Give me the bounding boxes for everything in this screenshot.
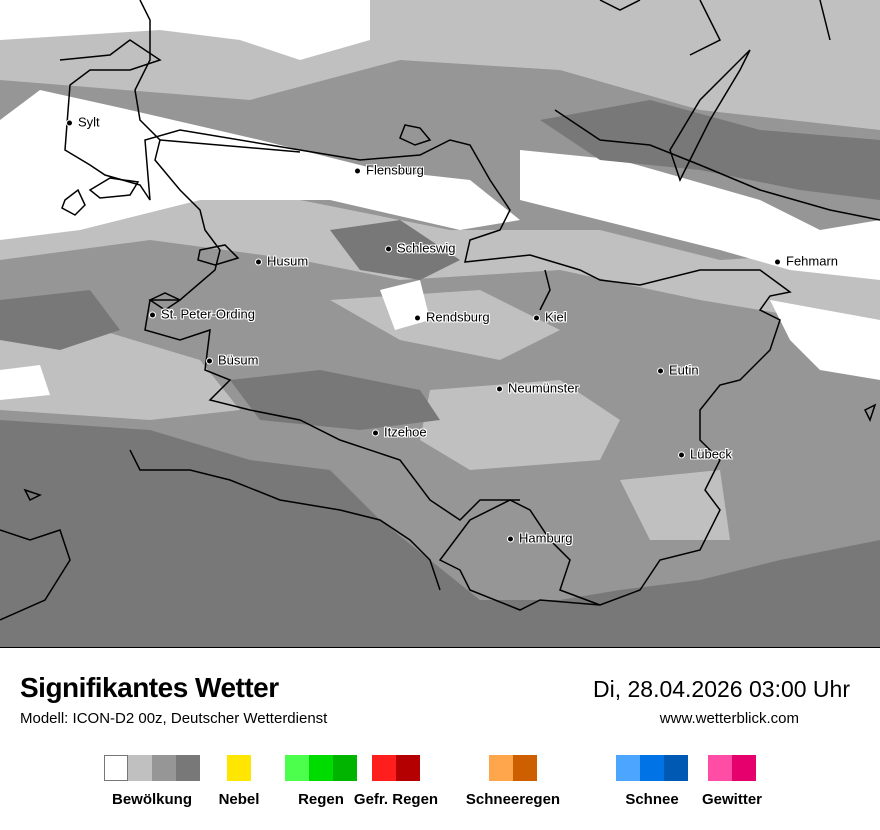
- legend-swatches-nebel: [227, 755, 251, 781]
- legend-label: Gefr. Regen: [353, 791, 439, 808]
- city-label: Flensburg: [355, 162, 424, 178]
- city-label: Husum: [256, 253, 309, 269]
- forecast-datetime: Di, 28.04.2026 03:00 Uhr: [592, 676, 850, 702]
- city-dot-icon: [679, 452, 684, 458]
- legend-swatch: [640, 755, 664, 781]
- city-dot-icon: [658, 368, 663, 374]
- city-dot-icon: [355, 168, 360, 174]
- legend-swatches-bew-lkung: [104, 755, 200, 781]
- legend-swatch: [664, 755, 688, 781]
- cloud-layer-clear: [0, 0, 880, 400]
- legend-label: Schneeregen: [465, 791, 561, 808]
- city-name: Sylt: [78, 114, 100, 130]
- legend-swatch: [176, 755, 200, 781]
- legend-swatch: [227, 755, 251, 781]
- city-dot-icon: [150, 312, 155, 318]
- city-label: Sylt: [67, 114, 100, 130]
- legend-swatch: [372, 755, 396, 781]
- city-dot-icon: [207, 358, 212, 364]
- city-label: Schleswig: [386, 240, 456, 256]
- city-label: Neumünster: [497, 380, 579, 396]
- city-dot-icon: [386, 246, 391, 252]
- city-label: Eutin: [658, 362, 699, 378]
- page-title: Signifikantes Wetter: [20, 672, 279, 703]
- city-name: Kiel: [545, 309, 567, 325]
- legend-swatches-gewitter: [708, 755, 756, 781]
- city-name: St. Peter-Ording: [161, 306, 255, 322]
- legend-swatch: [285, 755, 309, 781]
- city-label: Hamburg: [508, 530, 573, 546]
- legend-swatch: [489, 755, 513, 781]
- city-dot-icon: [508, 536, 513, 542]
- city-name: Eutin: [669, 362, 699, 378]
- city-label: St. Peter-Ording: [150, 306, 255, 322]
- legend-swatch: [513, 755, 537, 781]
- city-name: Hamburg: [519, 530, 573, 546]
- model-info: Modell: ICON-D2 00z, Deutscher Wetterdie…: [20, 710, 328, 727]
- city-name: Büsum: [218, 352, 259, 368]
- city-label: Itzehoe: [373, 424, 427, 440]
- legend-swatch: [309, 755, 333, 781]
- weather-map: [0, 0, 880, 648]
- city-dot-icon: [256, 259, 261, 265]
- city-dot-icon: [534, 315, 539, 321]
- city-name: Neumünster: [508, 380, 579, 396]
- legend-swatch: [708, 755, 732, 781]
- legend-swatch: [104, 755, 128, 781]
- legend-label: Schnee: [625, 791, 679, 808]
- city-label: Rendsburg: [415, 309, 490, 325]
- legend-swatch: [732, 755, 756, 781]
- website-link[interactable]: www.wetterblick.com: [659, 710, 799, 727]
- legend-swatch: [396, 755, 420, 781]
- city-dot-icon: [67, 120, 72, 126]
- city-label: Büsum: [207, 352, 259, 368]
- city-name: Itzehoe: [384, 424, 427, 440]
- coastline: [0, 0, 880, 621]
- city-label: Lübeck: [679, 446, 732, 462]
- legend-label: Regen: [298, 791, 344, 808]
- legend-swatch: [333, 755, 357, 781]
- legend-swatch: [152, 755, 176, 781]
- legend-swatch: [616, 755, 640, 781]
- city-dot-icon: [775, 259, 780, 265]
- city-dot-icon: [373, 430, 378, 436]
- legend-label: Bewölkung: [111, 791, 193, 808]
- city-name: Flensburg: [366, 162, 424, 178]
- city-name: Husum: [267, 253, 309, 269]
- city-name: Schleswig: [397, 240, 456, 256]
- legend-swatches-schnee: [616, 755, 688, 781]
- legend-swatches-gefr-regen: [372, 755, 420, 781]
- legend-swatch: [128, 755, 152, 781]
- legend-label: Gewitter: [701, 791, 763, 808]
- legend-swatches-regen: [285, 755, 357, 781]
- legend-swatches-schneeregen: [489, 755, 537, 781]
- city-label: Fehmarn: [775, 253, 839, 269]
- city-name: Fehmarn: [786, 253, 839, 269]
- city-name: Lübeck: [690, 446, 732, 462]
- city-name: Rendsburg: [426, 309, 490, 325]
- city-dot-icon: [497, 386, 502, 392]
- city-dot-icon: [415, 315, 420, 321]
- cloud-layer-dark: [0, 100, 880, 647]
- city-label: Kiel: [534, 309, 567, 325]
- legend-label: Nebel: [218, 791, 260, 808]
